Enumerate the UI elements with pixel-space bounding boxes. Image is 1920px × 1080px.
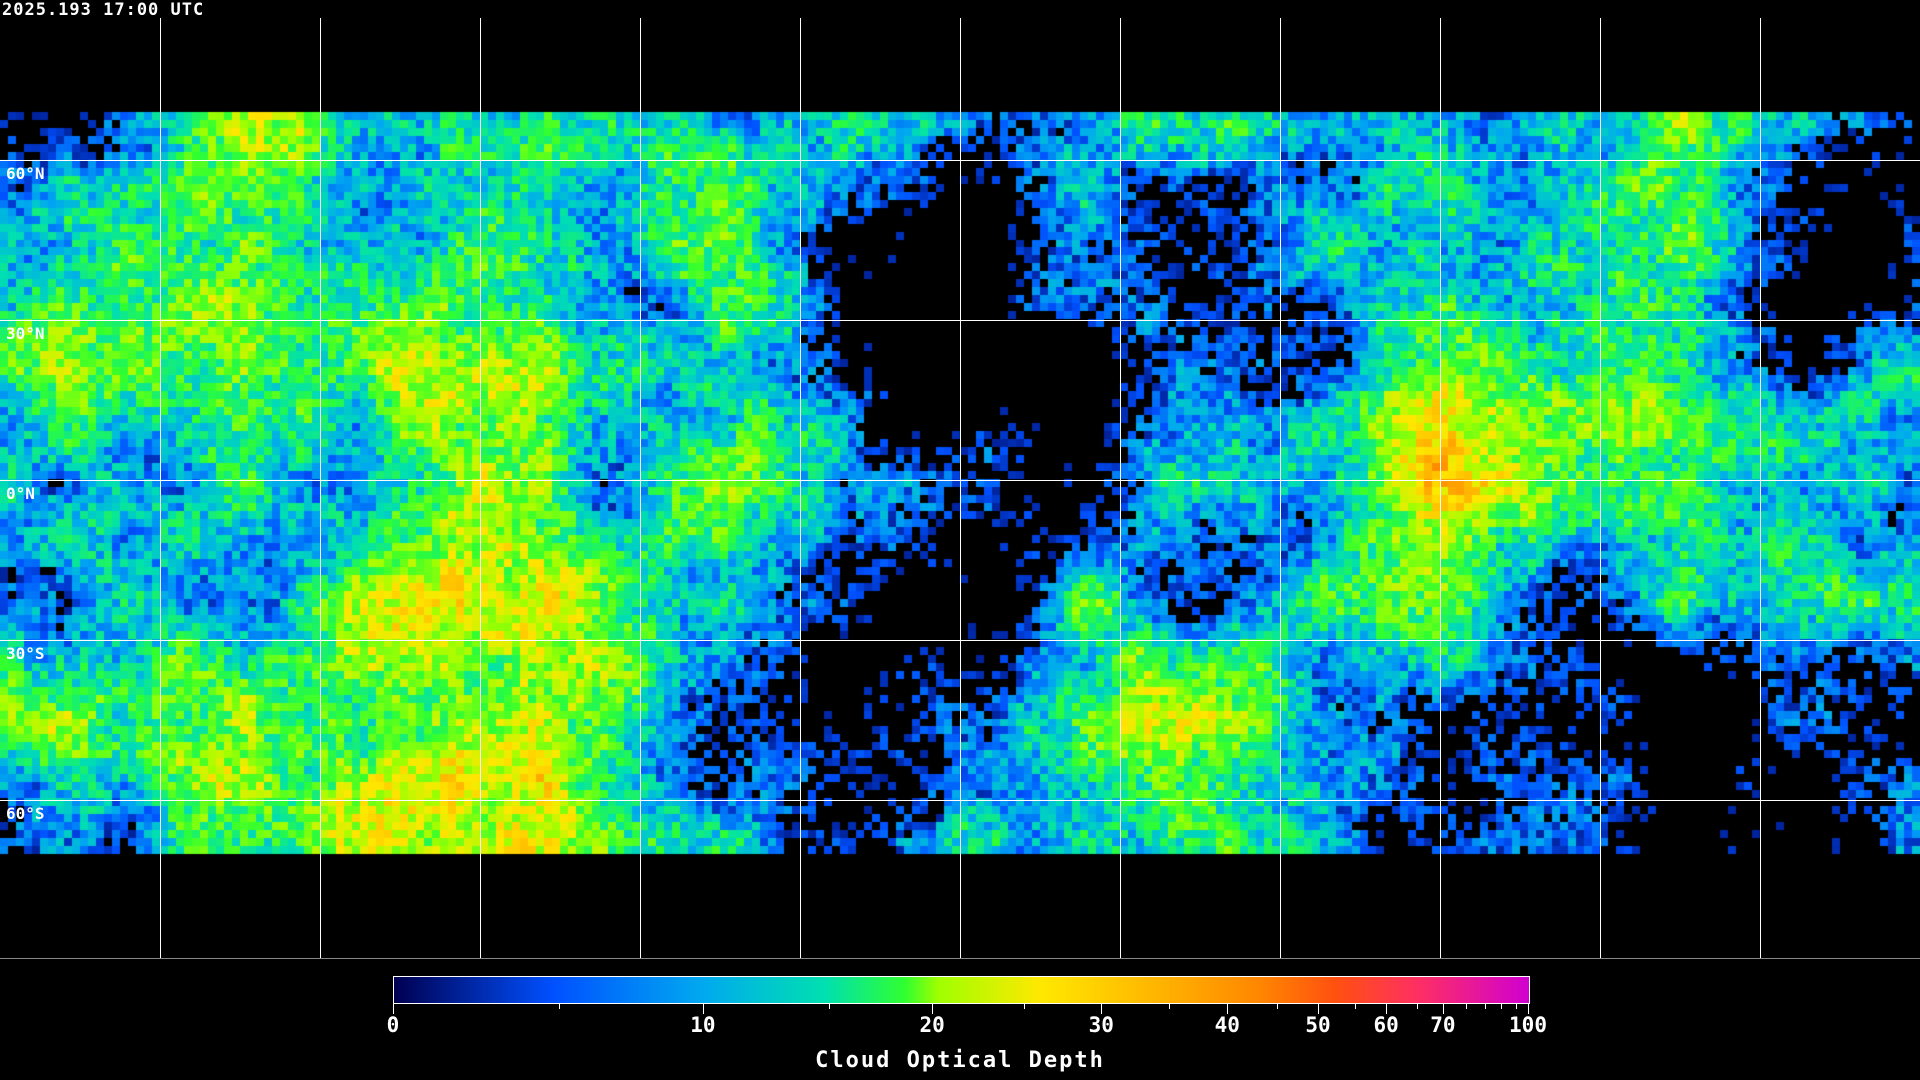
- lat-label-30s: 30°S: [6, 644, 45, 663]
- colorbar-minor-tick: [1500, 1003, 1502, 1009]
- lat-label-0n: 0°N: [6, 484, 35, 503]
- colorbar-major-tick: [702, 1003, 704, 1014]
- meridian-line: [1600, 18, 1601, 958]
- colorbar-minor-tick: [1024, 1003, 1026, 1009]
- meridian-line: [960, 18, 961, 958]
- colorbar-minor-tick: [1169, 1003, 1171, 1009]
- parallel-line: [0, 320, 1920, 321]
- colorbar-tick-label: 70: [1430, 1013, 1456, 1037]
- colorbar-minor-tick: [1465, 1003, 1467, 1009]
- colorbar-major-tick: [1528, 1003, 1529, 1014]
- colorbar-minor-tick: [1484, 1003, 1486, 1009]
- colorbar-minor-tick: [1277, 1003, 1279, 1009]
- colorbar-major-tick: [1442, 1003, 1444, 1014]
- colorbar: [393, 976, 1530, 1004]
- colorbar-major-tick: [1318, 1003, 1320, 1014]
- meridian-line: [1760, 18, 1761, 958]
- timestamp: 2025.193 17:00 UTC: [2, 0, 205, 20]
- colorbar-tick-label: 60: [1373, 1013, 1399, 1037]
- parallel-line: [0, 480, 1920, 481]
- colorbar-tick-label: 0: [386, 1013, 400, 1037]
- cloud-optical-depth-map: 60°N 30°N 0°N 30°S 60°S: [0, 0, 1920, 959]
- meridian-line: [640, 18, 641, 958]
- colorbar-major-tick: [932, 1003, 934, 1014]
- lat-label-60n: 60°N: [6, 164, 45, 183]
- colorbar-tick-label: 100: [1509, 1013, 1547, 1037]
- colorbar-minor-tick: [1355, 1003, 1357, 1009]
- colorbar-major-tick: [1386, 1003, 1388, 1014]
- colorbar-tick-label: 10: [690, 1013, 716, 1037]
- parallel-line: [0, 800, 1920, 801]
- meridian-line: [800, 18, 801, 958]
- colorbar-tick-label: 30: [1088, 1013, 1114, 1037]
- colorbar-major-tick: [1101, 1003, 1103, 1014]
- colorbar-major-tick: [393, 1003, 394, 1014]
- colorbar-title: Cloud Optical Depth: [815, 1048, 1105, 1073]
- parallel-line: [0, 160, 1920, 161]
- meridian-line: [160, 18, 161, 958]
- colorbar-minor-tick: [1515, 1003, 1517, 1009]
- colorbar-tick-label: 40: [1214, 1013, 1240, 1037]
- colorbar-minor-tick: [1416, 1003, 1418, 1009]
- meridian-line: [1440, 18, 1441, 958]
- colorbar-major-tick: [1227, 1003, 1229, 1014]
- meridian-line: [320, 18, 321, 958]
- meridian-line: [480, 18, 481, 958]
- meridian-line: [1280, 18, 1281, 958]
- colorbar-minor-tick: [828, 1003, 830, 1009]
- colorbar-minor-tick: [558, 1003, 560, 1009]
- lat-label-60s: 60°S: [6, 804, 45, 823]
- colorbar-tick-label: 20: [919, 1013, 945, 1037]
- lat-label-30n: 30°N: [6, 324, 45, 343]
- meridian-line: [1120, 18, 1121, 958]
- parallel-line: [0, 640, 1920, 641]
- colorbar-tick-label: 50: [1305, 1013, 1331, 1037]
